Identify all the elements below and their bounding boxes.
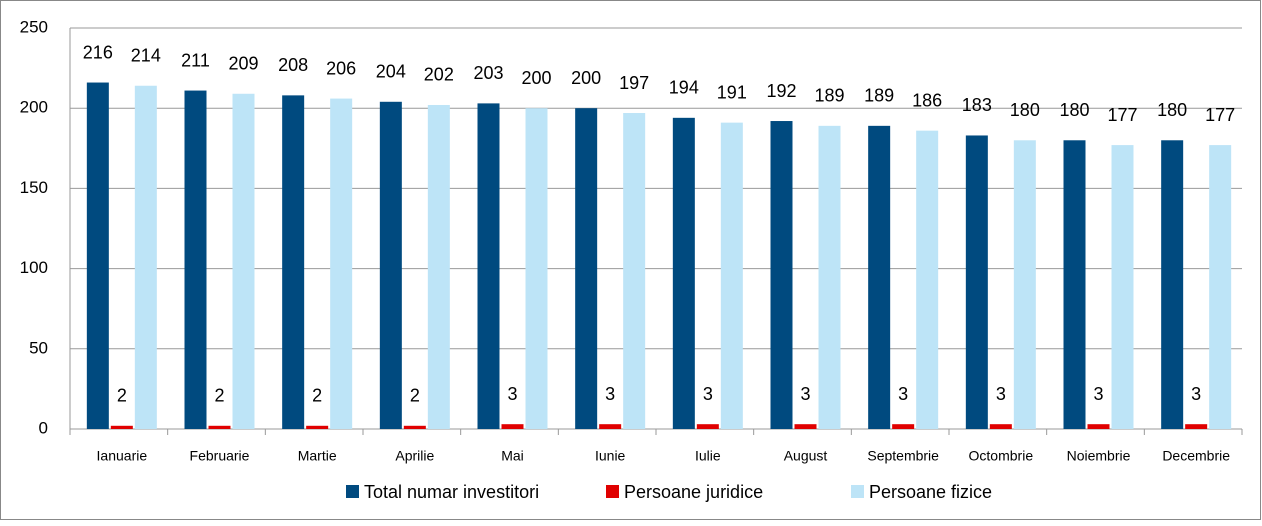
x-tick-label: August (784, 448, 828, 464)
value-label: 183 (962, 95, 992, 115)
value-label: 216 (83, 42, 113, 62)
bar (1087, 424, 1110, 429)
bar (623, 113, 646, 430)
bar (134, 85, 157, 429)
bar (720, 122, 743, 430)
bar (427, 104, 450, 429)
bar (110, 425, 133, 429)
bar (794, 424, 817, 429)
bar (965, 135, 988, 429)
y-tick-label: 200 (20, 98, 48, 117)
bar (501, 424, 524, 429)
y-tick-label: 100 (20, 258, 48, 277)
value-label: 189 (864, 86, 894, 106)
value-label: 186 (912, 90, 942, 110)
y-tick-label: 250 (20, 17, 48, 36)
bar (525, 108, 548, 429)
value-label: 3 (507, 384, 517, 404)
legend-label: Total numar investitori (364, 482, 539, 502)
value-label: 177 (1205, 105, 1235, 125)
legend-label: Persoane fizice (869, 482, 992, 502)
bar (672, 117, 695, 429)
bar (1111, 145, 1134, 430)
value-label: 2 (117, 386, 127, 406)
value-label: 194 (669, 78, 699, 98)
value-label: 180 (1059, 100, 1089, 120)
bar (306, 425, 329, 429)
value-label: 192 (766, 81, 796, 101)
bar (770, 121, 793, 430)
value-label: 211 (181, 50, 210, 70)
legend-label: Persoane juridice (624, 482, 763, 502)
value-label: 203 (473, 63, 503, 83)
value-label: 3 (1093, 384, 1103, 404)
bar (868, 125, 891, 430)
x-tick-label: Noiembrie (1067, 448, 1131, 464)
value-label: 209 (228, 54, 258, 74)
value-label: 202 (424, 65, 454, 85)
bar (403, 425, 426, 429)
value-label: 180 (1157, 100, 1187, 120)
bar (282, 95, 305, 430)
value-label: 2 (214, 386, 224, 406)
bar (232, 93, 255, 429)
bar (818, 125, 841, 430)
value-label: 3 (1191, 384, 1201, 404)
x-tick-label: Ianuarie (97, 448, 148, 464)
value-label: 200 (571, 68, 601, 88)
value-label: 3 (703, 384, 713, 404)
bar (208, 425, 231, 429)
value-label: 189 (814, 86, 844, 106)
bar (184, 90, 207, 429)
legend-swatch (606, 485, 619, 498)
value-label: 208 (278, 55, 308, 75)
bar (696, 424, 719, 429)
bar (379, 101, 402, 429)
bar (477, 103, 500, 429)
value-label: 3 (800, 384, 810, 404)
bar (1185, 424, 1208, 429)
y-tick-label: 50 (29, 338, 48, 357)
x-tick-label: Decembrie (1162, 448, 1230, 464)
x-tick-label: Martie (298, 448, 337, 464)
x-tick-label: Septembrie (867, 448, 939, 464)
x-tick-label: Aprilie (395, 448, 434, 464)
x-tick-label: Iulie (695, 448, 721, 464)
value-label: 180 (1010, 100, 1040, 120)
value-label: 3 (898, 384, 908, 404)
x-tick-label: Mai (501, 448, 524, 464)
value-label: 2 (312, 386, 322, 406)
bar (989, 424, 1012, 429)
value-label: 3 (996, 384, 1006, 404)
bar (1161, 140, 1184, 429)
x-tick-label: Octombrie (969, 448, 1034, 464)
y-tick-label: 150 (20, 178, 48, 197)
y-tick-label: 0 (39, 418, 48, 437)
value-label: 177 (1107, 105, 1137, 125)
value-label: 206 (326, 58, 356, 78)
bar (892, 424, 915, 429)
bar (86, 82, 109, 429)
value-label: 191 (717, 82, 747, 102)
value-label: 200 (521, 68, 551, 88)
bar (1209, 145, 1232, 430)
x-tick-label: Februarie (190, 448, 250, 464)
bar (330, 98, 353, 430)
value-label: 3 (605, 384, 615, 404)
bar (916, 130, 939, 429)
value-label: 197 (619, 73, 649, 93)
x-tick-label: Iunie (595, 448, 626, 464)
bar (1013, 140, 1036, 429)
legend-swatch (346, 485, 359, 498)
value-label: 2 (410, 386, 420, 406)
bar (599, 424, 622, 429)
bar (1063, 140, 1086, 429)
value-label: 204 (376, 62, 406, 82)
bar (575, 108, 598, 429)
value-label: 214 (131, 45, 161, 65)
legend-swatch (851, 485, 864, 498)
